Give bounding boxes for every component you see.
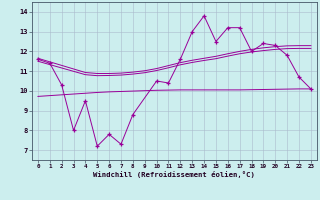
X-axis label: Windchill (Refroidissement éolien,°C): Windchill (Refroidissement éolien,°C) [93,171,255,178]
